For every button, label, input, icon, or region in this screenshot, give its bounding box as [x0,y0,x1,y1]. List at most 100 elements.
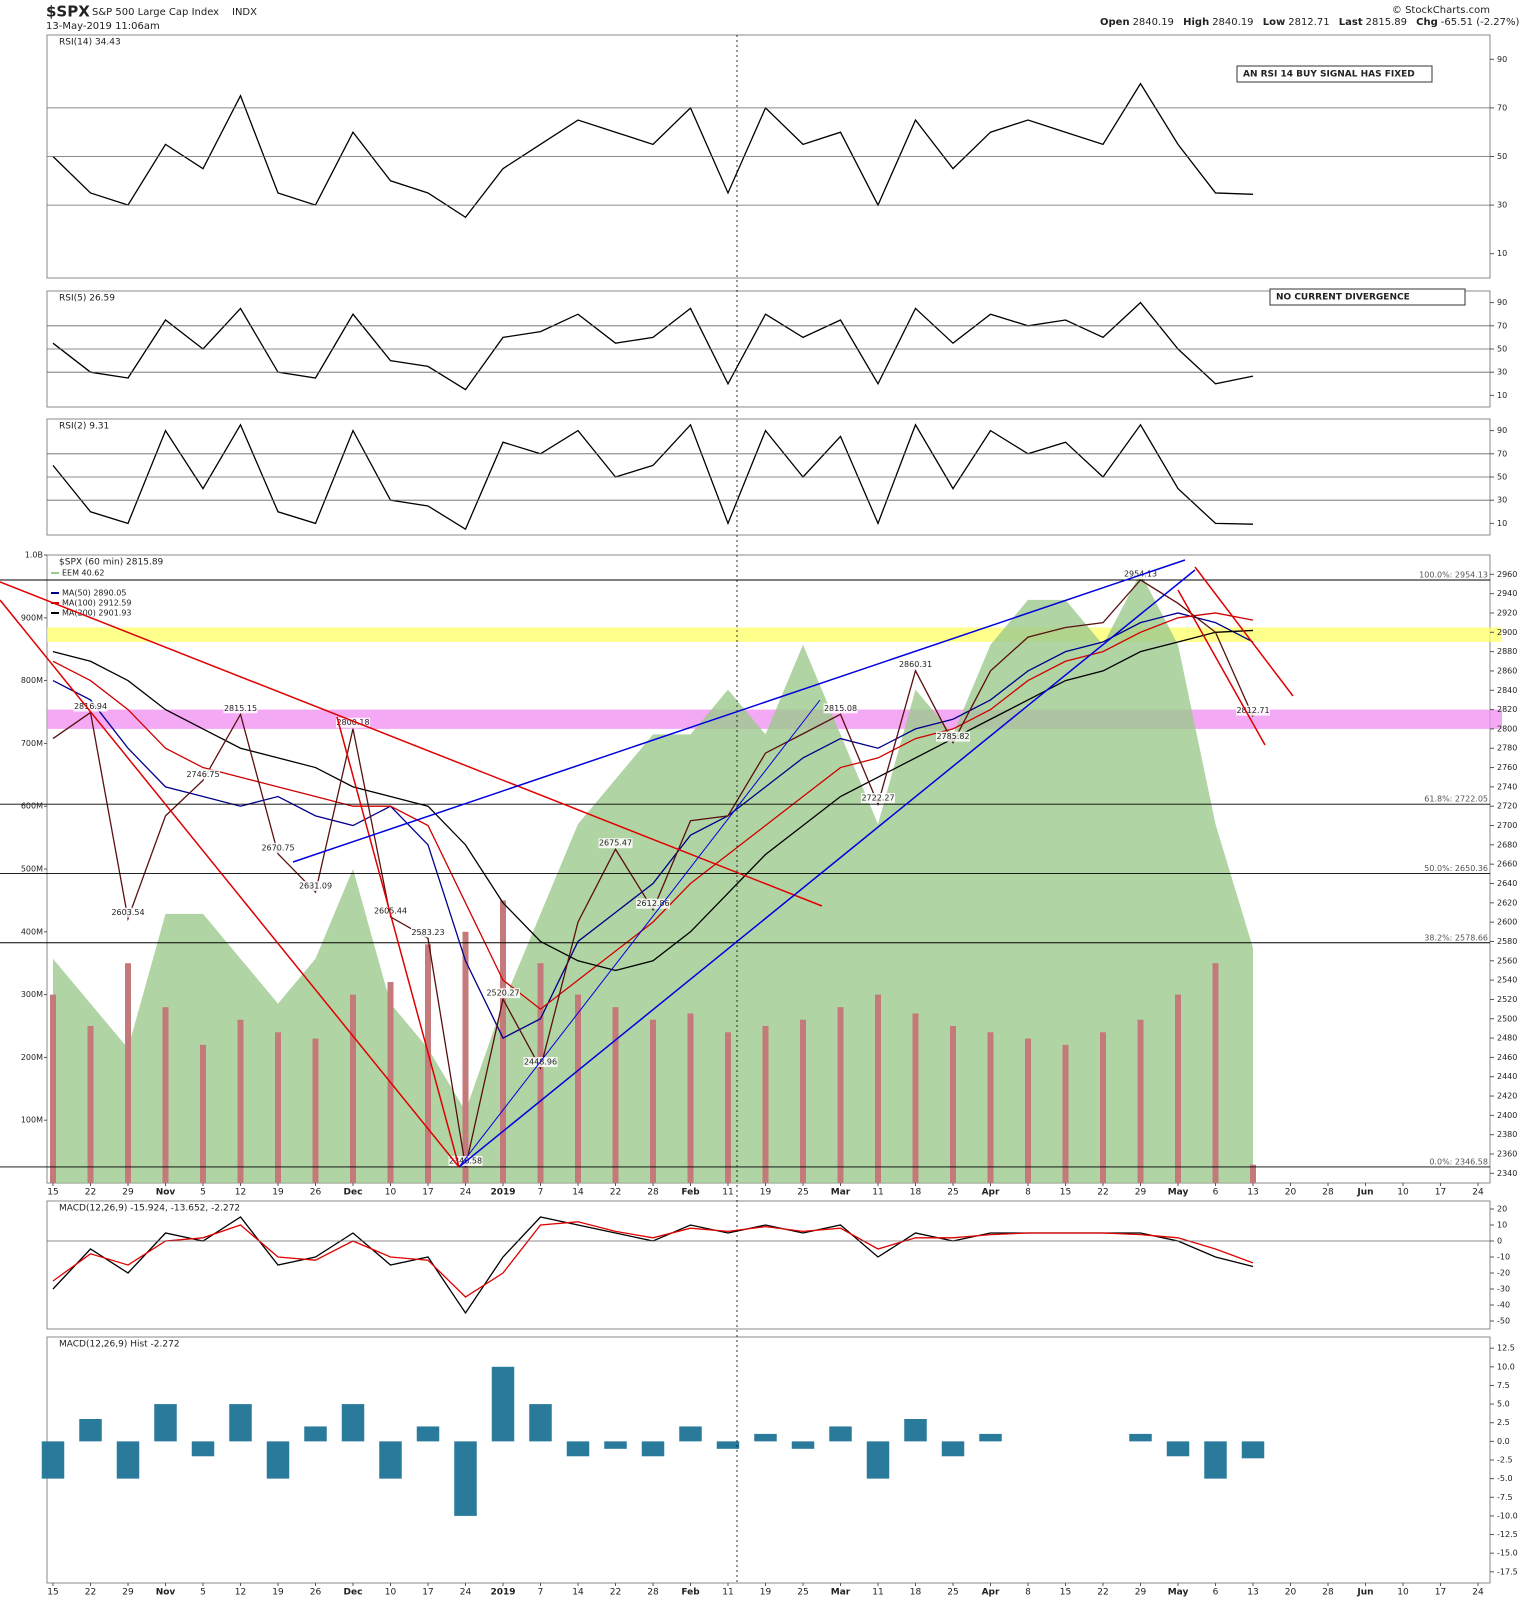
value-label: 2603.54 [111,908,144,917]
x-tick-label: 24 [460,1588,472,1598]
x-tick-label: Jun [1356,1588,1373,1598]
x-tick-label: 12 [235,1188,246,1198]
y2-tick-label: 1.0B [25,551,43,560]
panel-title: RSI(14) 34.43 [59,38,121,48]
panel-title: MACD(12,26,9) -15.924, -13.652, -2.272 [59,1204,240,1214]
y-tick-label: 2540 [1497,976,1517,985]
bar [604,1441,627,1449]
volume-bar [312,1038,319,1183]
value-label: 2815.15 [224,704,257,713]
fib-label: 0.0%: 2346.58 [1429,1157,1488,1166]
volume-bar [1137,1019,1144,1183]
value-label: 2631.09 [299,882,332,891]
exchange: INDX [232,7,257,18]
x-tick-label: Jun [1356,1188,1373,1198]
bar [154,1404,177,1442]
volume-bar [1212,963,1219,1183]
y-tick-label: 2500 [1497,1014,1517,1023]
x-tick-label: 14 [572,1588,584,1598]
value-label-box [186,769,220,780]
x-tick-label: 29 [122,1588,134,1598]
y-tick-label: 2880 [1497,647,1517,656]
volume-bar [575,994,581,1183]
bar [229,1404,252,1442]
panel-frame [46,1336,1491,1584]
x-tick-label: 10 [385,1588,397,1598]
y2-tick-label: 100M [21,1116,43,1125]
x-tick-label: 22 [1097,1188,1108,1198]
y-tick-label: 2400 [1497,1111,1517,1120]
annotation: NO CURRENT DIVERGENCE [1276,293,1410,303]
x-tick-label: Apr [982,1188,1000,1198]
value-label: 2816.94 [74,702,107,711]
quote-value: 2840.19 [1133,17,1174,28]
y-tick-label: 10 [1497,1221,1507,1230]
x-tick-label: 28 [647,1588,659,1598]
x-tick-label: 17 [1435,1588,1446,1598]
x-tick-label: 15 [1060,1188,1071,1198]
zone [47,627,1502,642]
volume-bar [1175,994,1181,1183]
x-tick-label: 28 [647,1188,659,1198]
x-tick-label: 5 [200,1588,206,1598]
y-tick-label: -17.5 [1497,1567,1518,1576]
fib-label: 38.2%: 2578.66 [1424,933,1488,942]
y-tick-label: 2520 [1497,995,1517,1004]
value-label: 2612.86 [636,899,669,908]
value-label: 2954.13 [1124,569,1157,578]
bar [454,1441,477,1516]
bar [1241,1441,1265,1459]
volume-bar [275,1032,281,1183]
x-tick-label: 13 [1247,1588,1258,1598]
annotation-box [1269,288,1466,306]
bar [791,1441,815,1449]
panel-title: MACD(12,26,9) Hist -2.272 [59,1340,180,1350]
y2-tick-label: 400M [21,927,43,936]
legend-entry: MA(200) 2901.93 [62,609,132,618]
y-tick-label: 2580 [1497,937,1517,946]
x-tick-label: 25 [797,1588,808,1598]
x-tick-label: 11 [722,1188,733,1198]
trend-line [336,716,460,1168]
x-tick-label: Mar [831,1188,851,1198]
volume-bar [1250,1164,1256,1183]
y-tick-label: 2360 [1497,1150,1517,1159]
y-tick-label: 2740 [1497,782,1517,791]
value-label-box [298,881,333,892]
y-tick-label: 5.0 [1497,1400,1510,1409]
y-tick-label: -30 [1497,1285,1510,1294]
y-tick-label: 50 [1497,152,1507,161]
bar [1129,1433,1152,1442]
x-tick-label: 11 [872,1588,883,1598]
value-label: 2670.75 [261,843,294,852]
x-tick-label: Dec [344,1588,363,1598]
quote-value: 2812.71 [1288,17,1329,28]
volume-bar [462,931,469,1183]
bar [379,1441,402,1479]
x-tick-label: 8 [1025,1188,1031,1198]
volume-bar [200,1044,206,1183]
volume-bar [612,1007,619,1183]
legend-entry: MA(100) 2912.59 [62,599,132,608]
volume-bar [237,1019,244,1183]
y-tick-label: -20 [1497,1269,1510,1278]
x-tick-label: 20 [1285,1188,1297,1198]
x-tick-label: Mar [831,1588,851,1598]
x-tick-label: 22 [610,1188,621,1198]
x-tick-label: 8 [1025,1588,1031,1598]
y-tick-label: 30 [1497,368,1507,377]
y-tick-label: -7.5 [1497,1493,1513,1502]
x-tick-label: 19 [760,1188,772,1198]
quote-label: Chg [1416,17,1438,28]
bar [41,1441,65,1479]
volume-bar [875,994,881,1183]
x-tick-label: 22 [85,1588,96,1598]
quote-label: Last [1339,17,1363,28]
x-tick-label: 7 [538,1188,544,1198]
y-tick-label: 2920 [1497,608,1517,617]
bar [341,1404,365,1442]
y-tick-label: 2460 [1497,1053,1517,1062]
line [52,82,1254,219]
timestamp: 13-May-2019 11:06am [46,21,160,32]
y-tick-label: 2800 [1497,724,1517,733]
